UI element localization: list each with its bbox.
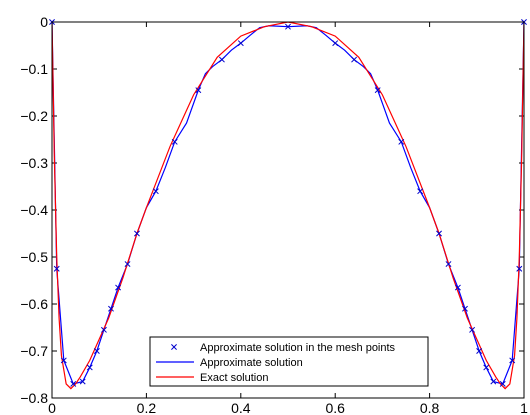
y-tick-label: −0.2	[20, 108, 48, 124]
mesh-point-marker	[195, 87, 202, 94]
marker-stroke	[152, 188, 159, 195]
y-tick-label: −0.4	[20, 202, 48, 218]
legend-items: Approximate solution in the mesh points A…	[156, 342, 396, 384]
marker-stroke	[374, 87, 381, 94]
marker-stroke	[171, 138, 178, 145]
marker-stroke	[436, 230, 442, 237]
mesh-point-marker	[454, 284, 461, 291]
marker-stroke	[469, 326, 476, 333]
x-tick-label: 0	[48, 400, 56, 415]
x-tick-label: 0.2	[137, 400, 157, 415]
mesh-point-marker	[79, 378, 86, 385]
mesh-point-marker	[509, 357, 516, 364]
marker-stroke	[70, 380, 77, 387]
marker-stroke	[462, 305, 468, 312]
mesh-point-marker	[93, 348, 100, 354]
mesh-point-marker	[70, 380, 77, 387]
mesh-point-marker	[134, 230, 140, 237]
marker-stroke	[445, 261, 452, 268]
mesh-point-marker	[171, 138, 178, 145]
marker-stroke	[499, 380, 506, 387]
mesh-point-marker	[436, 230, 442, 237]
marker-stroke	[454, 284, 461, 291]
y-tick-label: −0.5	[20, 249, 48, 265]
mesh-point-marker	[469, 326, 476, 333]
marker-stroke	[134, 230, 140, 237]
marker-stroke	[516, 265, 523, 272]
mesh-point-marker	[483, 364, 490, 371]
mesh-point-marker	[115, 284, 122, 291]
series-line-exact-solution	[52, 22, 524, 390]
marker-stroke	[100, 326, 107, 333]
series-layer	[49, 19, 527, 390]
mesh-point-marker	[332, 40, 339, 47]
marker-stroke	[490, 378, 497, 385]
legend: Approximate solution in the mesh points A…	[149, 336, 429, 387]
y-tick-label: 0	[40, 14, 48, 30]
mesh-point-marker	[86, 364, 93, 371]
mesh-point-marker	[490, 378, 497, 385]
mesh-point-marker	[60, 357, 67, 364]
mesh-point-marker	[152, 188, 159, 195]
marker-stroke	[93, 348, 100, 354]
ticks-layer: 0 0.2 0.4 0.6 0.8 1 0 −0.1 −0.2 −0.3 −0.4 −0.5 −0.6 −…	[20, 14, 528, 415]
marker-stroke	[332, 40, 339, 47]
mesh-point-marker	[445, 261, 452, 268]
mesh-point-marker	[218, 56, 225, 63]
mesh-point-marker	[499, 380, 506, 387]
marker-stroke	[124, 261, 131, 268]
x-tick-label: 0.8	[420, 400, 440, 415]
y-tick-label: −0.3	[20, 155, 48, 171]
legend-label: Approximate solution	[200, 357, 303, 369]
marker-stroke	[60, 357, 67, 364]
marker-stroke	[398, 138, 405, 145]
marker-stroke	[483, 364, 490, 371]
mesh-point-marker	[462, 305, 468, 312]
x-tick-label: 1	[520, 400, 528, 415]
mesh-point-marker	[516, 265, 523, 272]
marker-stroke	[53, 265, 60, 272]
plot-area-background	[52, 22, 524, 398]
x-tick-label: 0.4	[231, 400, 251, 415]
y-tick-label: −0.1	[20, 61, 48, 77]
mesh-point-marker	[124, 261, 131, 268]
y-tick-label: −0.8	[20, 390, 48, 406]
mesh-point-marker	[108, 305, 114, 312]
marker-stroke	[218, 56, 225, 63]
mesh-point-marker	[285, 23, 291, 30]
legend-box	[149, 336, 429, 387]
mesh-point-marker	[53, 265, 60, 272]
mesh-point-marker	[417, 188, 424, 195]
mesh-point-marker	[374, 87, 381, 94]
marker-stroke	[195, 87, 202, 94]
marker-stroke	[285, 23, 291, 30]
legend-label: Approximate solution in the mesh points	[200, 342, 396, 354]
marker-stroke	[476, 348, 483, 354]
marker-stroke	[108, 305, 114, 312]
mesh-point-marker	[476, 348, 483, 354]
mesh-point-marker	[100, 326, 107, 333]
marker-stroke	[115, 284, 122, 291]
legend-label: Exact solution	[200, 372, 268, 384]
legend-marker-x	[171, 344, 177, 350]
marker-stroke	[237, 40, 244, 47]
mesh-point-marker	[237, 40, 244, 47]
mesh-point-marker	[351, 56, 358, 63]
marker-stroke	[79, 378, 86, 385]
mesh-point-marker	[398, 138, 405, 145]
marker-stroke	[417, 188, 424, 195]
plot-frame	[51, 21, 525, 399]
x-tick-label: 0.6	[325, 400, 345, 415]
y-tick-label: −0.7	[20, 343, 48, 359]
y-tick-label: −0.6	[20, 296, 48, 312]
marker-stroke	[509, 357, 516, 364]
marker-stroke	[351, 56, 358, 63]
marker-stroke	[86, 364, 93, 371]
